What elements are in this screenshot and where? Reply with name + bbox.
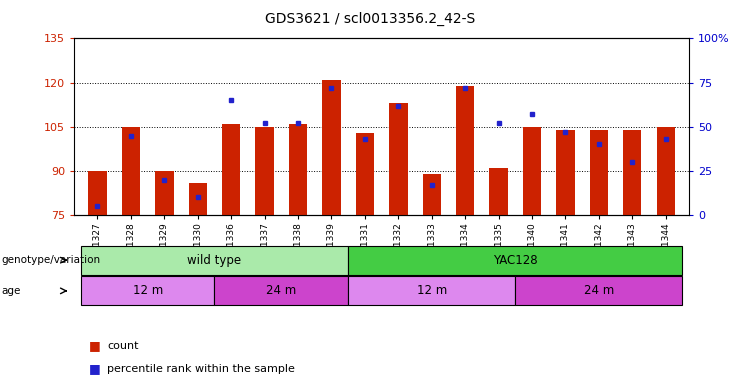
Bar (348, 276, 515, 305)
Text: GDS3621 / scl0013356.2_42-S: GDS3621 / scl0013356.2_42-S (265, 12, 476, 26)
Text: YAC128: YAC128 (493, 254, 538, 266)
Text: count: count (107, 341, 139, 351)
Bar (422, 174, 441, 215)
Bar (657, 127, 675, 215)
Text: age: age (1, 286, 21, 296)
Bar (456, 86, 474, 215)
Text: 24 m: 24 m (584, 285, 614, 297)
Bar (523, 127, 541, 215)
Bar (155, 171, 173, 215)
Bar (88, 171, 107, 215)
Bar (489, 168, 508, 215)
Text: 12 m: 12 m (416, 285, 447, 297)
Bar (256, 127, 274, 215)
Bar (222, 124, 240, 215)
Text: 12 m: 12 m (133, 285, 163, 297)
Bar (81, 246, 348, 275)
Bar (81, 276, 214, 305)
Bar (214, 276, 348, 305)
Text: ■: ■ (89, 339, 101, 352)
Text: genotype/variation: genotype/variation (1, 255, 101, 265)
Bar (515, 276, 682, 305)
Bar (122, 127, 140, 215)
Bar (623, 130, 642, 215)
Bar (556, 130, 575, 215)
Text: 24 m: 24 m (266, 285, 296, 297)
Bar (188, 183, 207, 215)
Text: percentile rank within the sample: percentile rank within the sample (107, 364, 296, 374)
Bar (289, 124, 308, 215)
Text: ■: ■ (89, 362, 101, 375)
Bar (590, 130, 608, 215)
Bar (389, 103, 408, 215)
Bar (322, 79, 341, 215)
Bar (356, 132, 374, 215)
Text: wild type: wild type (187, 254, 242, 266)
Bar (348, 246, 682, 275)
